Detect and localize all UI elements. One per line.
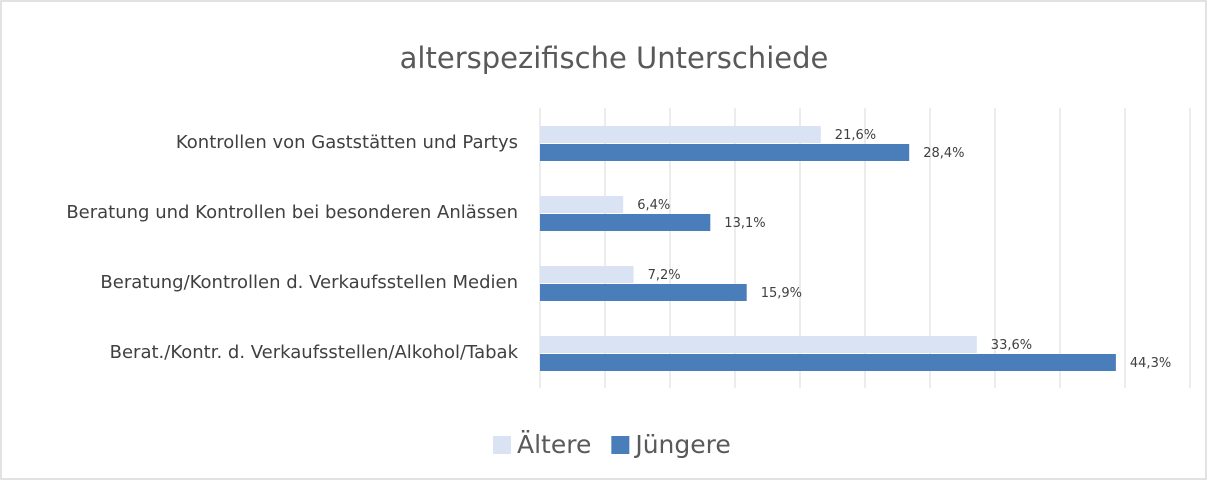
bar: [540, 266, 634, 283]
y-tick-label: Beratung/Kontrollen d. Verkaufsstellen M…: [100, 272, 518, 293]
bar: [540, 284, 747, 301]
data-label: 21,6%: [835, 128, 876, 143]
data-label: 33,6%: [991, 338, 1032, 353]
y-tick-label: Beratung und Kontrollen bei besonderen A…: [66, 202, 518, 223]
data-label: 15,9%: [761, 286, 802, 301]
bar: [540, 354, 1116, 371]
chart-title: alterspezifische Unterschiede: [400, 41, 829, 75]
data-label: 7,2%: [648, 268, 681, 283]
data-label: 28,4%: [923, 146, 964, 161]
bar: [540, 126, 821, 143]
bar: [540, 196, 624, 213]
bar: [540, 214, 711, 231]
bar: [540, 144, 910, 161]
legend-swatch: [611, 436, 630, 454]
legend-swatch: [493, 436, 511, 454]
legend-label: Jüngere: [633, 430, 730, 459]
data-label: 6,4%: [637, 198, 670, 213]
y-tick-label: Berat./Kontr. d. Verkaufsstellen/Alkohol…: [110, 342, 519, 363]
data-label: 44,3%: [1130, 356, 1171, 371]
bar: [540, 336, 977, 353]
y-tick-label: Kontrollen von Gaststätten und Partys: [176, 132, 518, 153]
data-label: 13,1%: [724, 216, 765, 231]
legend-label: Ältere: [517, 430, 591, 459]
